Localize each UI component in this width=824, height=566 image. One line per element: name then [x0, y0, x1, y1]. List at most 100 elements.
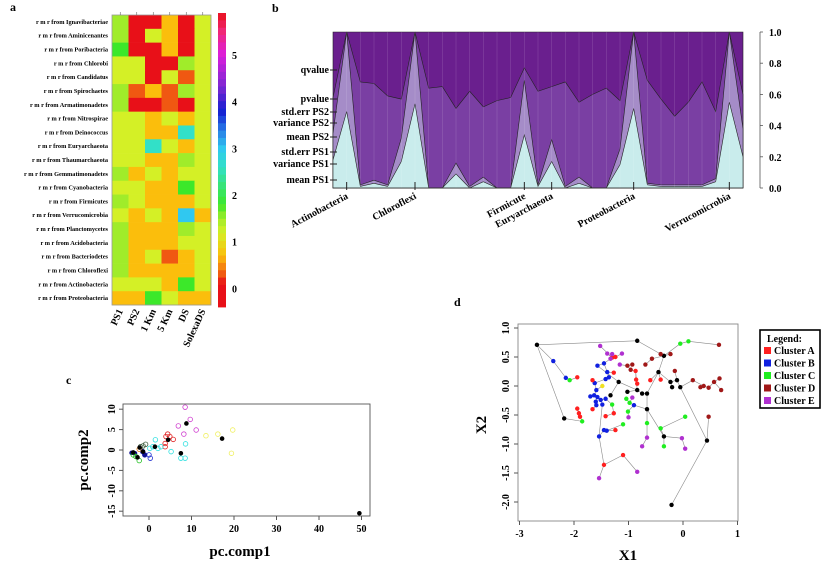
colorbar-segment — [218, 130, 226, 139]
heatmap-cell — [112, 208, 129, 223]
data-point — [182, 455, 188, 461]
heatmap-row-label: r m r from Firmicutes — [49, 198, 109, 205]
layer-label: qvalue — [301, 65, 330, 76]
heatmap-cell — [112, 28, 129, 43]
network-node — [603, 376, 608, 382]
network-edge — [658, 371, 671, 383]
x-tick-label: 0 — [147, 524, 152, 535]
heatmap-cell — [128, 263, 146, 278]
heatmap-cell — [128, 70, 146, 85]
heatmap-cell — [145, 125, 162, 140]
network-node — [577, 414, 583, 419]
legend-entry: Cluster A — [774, 346, 815, 357]
heatmap-row-label: r m r from Ignavibacteriae — [36, 19, 108, 26]
heatmap-panel-a: r m r from Ignavibacteriae r m r from Ami… — [24, 12, 237, 349]
data-point — [219, 436, 225, 441]
heatmap-cell — [145, 208, 162, 223]
heatmap-cell — [112, 263, 129, 278]
heatmap-column-label: 5 Km — [156, 307, 176, 334]
colorbar-segment — [218, 218, 226, 227]
heatmap-row-label: r m r from Poribacteria — [44, 47, 108, 54]
heatmap-cell — [112, 15, 129, 30]
colorbar-segment — [218, 137, 226, 146]
network-node — [674, 378, 680, 383]
x-tick-label: -3 — [515, 529, 523, 540]
network-node — [561, 416, 567, 421]
y-tick-label: 10 — [107, 404, 118, 414]
network-edge — [610, 381, 619, 396]
network-node — [633, 368, 638, 374]
panel-a-letter: a — [10, 0, 16, 14]
colorbar-tick-label: 5 — [232, 51, 237, 62]
network-node — [682, 446, 688, 451]
heatmap-cell — [145, 166, 162, 182]
network-node — [600, 402, 605, 407]
network-node — [608, 356, 613, 361]
network-node — [608, 393, 613, 398]
y-tick-label: -10 — [107, 484, 118, 497]
network-node — [716, 342, 722, 348]
heatmap-row-label: r m r from Thaumarchaeota — [32, 157, 109, 164]
colorbar-tick-label: 3 — [232, 144, 237, 155]
heatmap-cell — [178, 263, 195, 278]
network-node — [718, 387, 724, 393]
network-node — [630, 362, 635, 367]
colorbar-segment — [218, 160, 226, 168]
heatmap-cell — [161, 97, 179, 112]
network-node — [603, 413, 608, 419]
network-node — [601, 462, 607, 468]
heatmap-cell — [112, 194, 129, 209]
heatmap-cell — [145, 180, 162, 195]
heatmap-cell — [178, 180, 195, 195]
heatmap-cell — [128, 277, 146, 292]
network-node — [668, 351, 673, 357]
data-point — [215, 431, 221, 437]
heatmap-row-label: r m r from Deinococcus — [45, 129, 109, 136]
x-tick-label: 20 — [229, 524, 239, 535]
network-node — [656, 369, 661, 375]
colorbar-tick-label: 0 — [232, 284, 237, 295]
network-node — [576, 411, 582, 416]
heatmap-cell — [128, 194, 146, 209]
heatmap-cell — [161, 42, 179, 57]
data-point — [162, 440, 168, 447]
y-tick-label: 1.0 — [769, 28, 782, 39]
network-node — [600, 383, 605, 389]
heatmap-cell — [128, 84, 146, 99]
network-node — [609, 351, 615, 357]
data-point — [170, 436, 176, 443]
network-node — [616, 379, 621, 385]
heatmap-row-label: r m r from Aminicenantes — [38, 33, 108, 40]
heatmap-cell — [194, 235, 212, 251]
heatmap-row-label: r m r from Cyanobacteria — [38, 185, 108, 192]
x-tick-label: Chloroflexi — [371, 191, 419, 223]
heatmap-cell — [145, 139, 162, 154]
network-node — [635, 469, 640, 475]
y-tick-label: 1.0 — [501, 322, 512, 335]
legend-swatch — [764, 397, 771, 404]
heatmap-cell — [194, 70, 212, 85]
network-node — [595, 363, 600, 368]
heatmap-cell — [178, 70, 195, 85]
heatmap-cell — [194, 180, 212, 195]
colorbar-segment — [218, 233, 226, 242]
network-edge — [598, 436, 605, 465]
y-tick-label: -15 — [107, 505, 118, 518]
heatmap-cell — [194, 56, 212, 71]
layer-label: std.err PS2 — [281, 107, 329, 118]
network-node — [590, 407, 595, 412]
y-tick-label: -5 — [107, 466, 118, 474]
data-point — [182, 404, 188, 410]
heatmap-cell — [145, 194, 162, 209]
heatmap-cell — [161, 166, 179, 182]
network-node — [635, 381, 640, 386]
heatmap-cell — [194, 28, 212, 43]
network-node — [579, 419, 585, 424]
heatmap-cell — [145, 15, 162, 30]
heatmap-cell — [128, 166, 146, 182]
legend-title: Legend: — [767, 334, 802, 345]
data-point — [168, 448, 174, 455]
heatmap-cell — [194, 111, 212, 126]
heatmap-row-label: r m r from Bacteriodetes — [42, 254, 109, 261]
